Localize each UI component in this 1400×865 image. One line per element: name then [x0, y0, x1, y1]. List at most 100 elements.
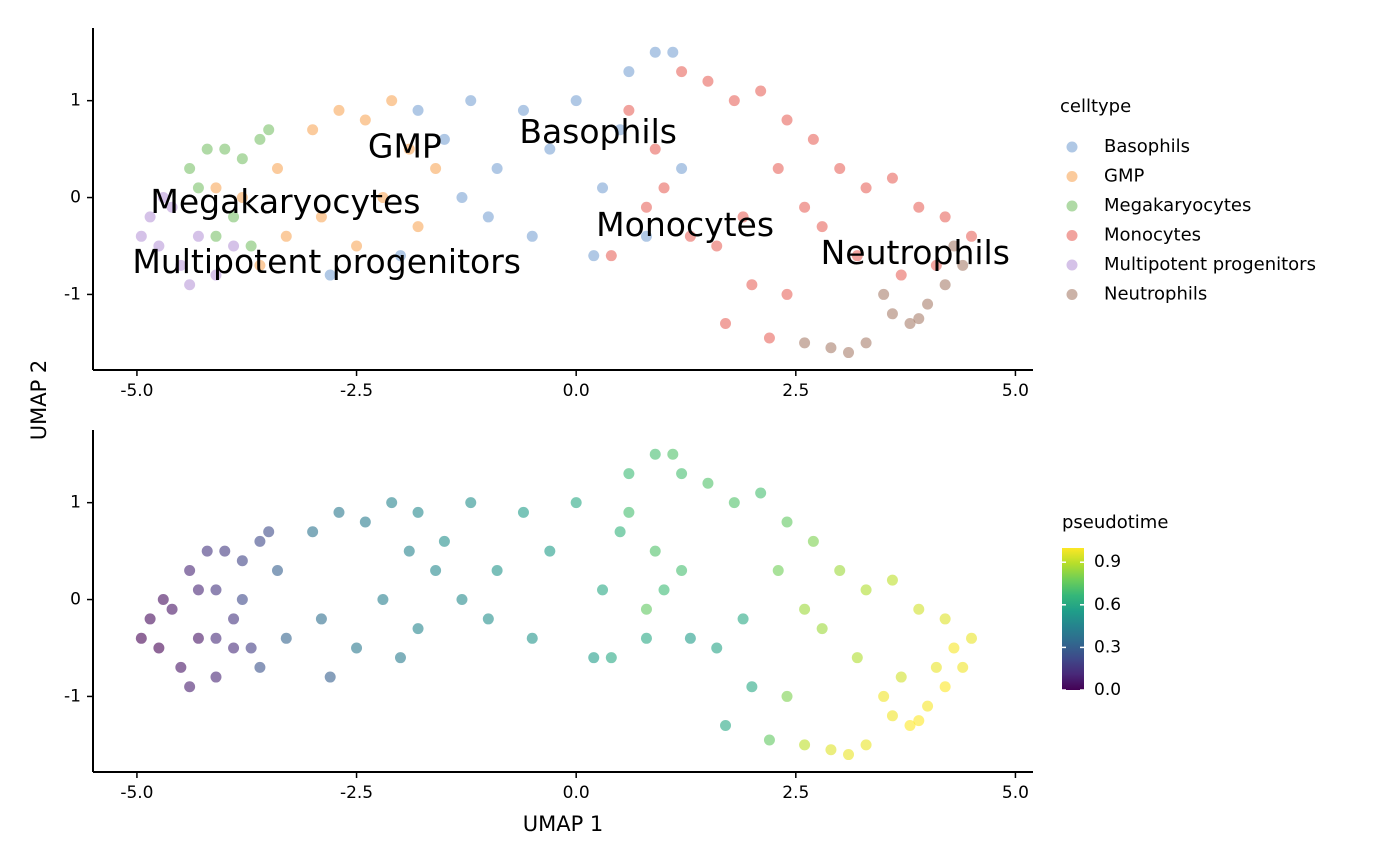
- data-point: [930, 661, 942, 673]
- data-point: [939, 681, 951, 693]
- cluster-label: GMP: [368, 127, 442, 166]
- data-point: [939, 211, 951, 223]
- data-point: [184, 564, 196, 576]
- data-point: [676, 66, 688, 78]
- data-point: [772, 564, 784, 576]
- data-point: [588, 652, 600, 664]
- data-point: [676, 162, 688, 174]
- data-point: [456, 594, 468, 606]
- x-axis-title: UMAP 1: [523, 812, 604, 836]
- data-point: [843, 347, 855, 359]
- data-point: [851, 652, 863, 664]
- data-point: [192, 230, 204, 242]
- data-point: [526, 632, 538, 644]
- data-point: [781, 114, 793, 126]
- data-point: [737, 613, 749, 625]
- y-axis-title: UMAP 2: [27, 360, 51, 441]
- data-point: [895, 269, 907, 281]
- legend-swatch: [1066, 230, 1078, 241]
- data-point: [781, 690, 793, 702]
- data-point: [676, 468, 688, 480]
- legend-swatch: [1066, 289, 1078, 300]
- data-point: [948, 240, 960, 252]
- data-point: [649, 545, 661, 557]
- data-point: [772, 162, 784, 174]
- data-point: [843, 749, 855, 761]
- data-point: [895, 671, 907, 683]
- data-point: [135, 230, 147, 242]
- data-point: [614, 124, 626, 136]
- data-point: [597, 182, 609, 194]
- data-point: [394, 250, 406, 262]
- colorbar-tick-label: 0.9: [1094, 552, 1121, 572]
- legend-label: Monocytes: [1104, 225, 1201, 246]
- data-point: [904, 317, 916, 329]
- x-tick-label: 2.5: [782, 381, 809, 401]
- data-point: [491, 564, 503, 576]
- data-point: [263, 526, 275, 538]
- data-point: [153, 642, 165, 654]
- data-point: [315, 211, 327, 223]
- data-point: [254, 661, 266, 673]
- data-point: [957, 661, 969, 673]
- data-point: [570, 497, 582, 509]
- data-point: [271, 162, 283, 174]
- cluster-label: Multipotent progenitors: [132, 242, 521, 281]
- data-point: [886, 710, 898, 722]
- data-point: [166, 201, 178, 213]
- data-point: [860, 584, 872, 596]
- data-point: [649, 46, 661, 58]
- data-point: [623, 506, 635, 518]
- cluster-label: Neutrophils: [821, 233, 1010, 272]
- data-point: [799, 337, 811, 349]
- data-point: [254, 535, 266, 547]
- data-point: [913, 313, 925, 325]
- data-point: [517, 506, 529, 518]
- x-tick-label: -5.0: [120, 783, 153, 803]
- data-point: [913, 715, 925, 727]
- data-point: [403, 143, 415, 155]
- data-point: [702, 75, 714, 87]
- data-point: [192, 632, 204, 644]
- data-point: [157, 192, 169, 204]
- data-point: [482, 211, 494, 223]
- data-point: [816, 623, 828, 635]
- data-point: [228, 642, 240, 654]
- data-point: [763, 734, 775, 746]
- data-point: [886, 172, 898, 184]
- y-tick-label: 1: [70, 493, 81, 513]
- data-point: [166, 603, 178, 615]
- data-point: [394, 652, 406, 664]
- data-point: [807, 133, 819, 145]
- legend-label: Multipotent progenitors: [1104, 254, 1316, 275]
- data-point: [676, 564, 688, 576]
- data-point: [605, 250, 617, 262]
- data-point: [763, 332, 775, 344]
- data-point: [201, 545, 213, 557]
- data-point: [746, 681, 758, 693]
- data-point: [913, 603, 925, 615]
- data-point: [834, 162, 846, 174]
- data-point: [667, 448, 679, 460]
- data-point: [860, 182, 872, 194]
- data-point: [834, 564, 846, 576]
- data-point: [351, 642, 363, 654]
- data-point: [711, 240, 723, 252]
- data-point: [649, 143, 661, 155]
- data-point: [922, 298, 934, 310]
- data-point: [570, 95, 582, 107]
- data-point: [728, 497, 740, 509]
- data-point: [184, 162, 196, 174]
- data-point: [228, 613, 240, 625]
- data-point: [465, 497, 477, 509]
- data-point: [184, 279, 196, 291]
- data-point: [192, 584, 204, 596]
- data-point: [649, 448, 661, 460]
- colorbar-tick-label: 0.0: [1094, 680, 1121, 700]
- data-point: [825, 744, 837, 756]
- data-point: [324, 671, 336, 683]
- data-point: [438, 133, 450, 145]
- data-point: [210, 269, 222, 281]
- data-point: [359, 114, 371, 126]
